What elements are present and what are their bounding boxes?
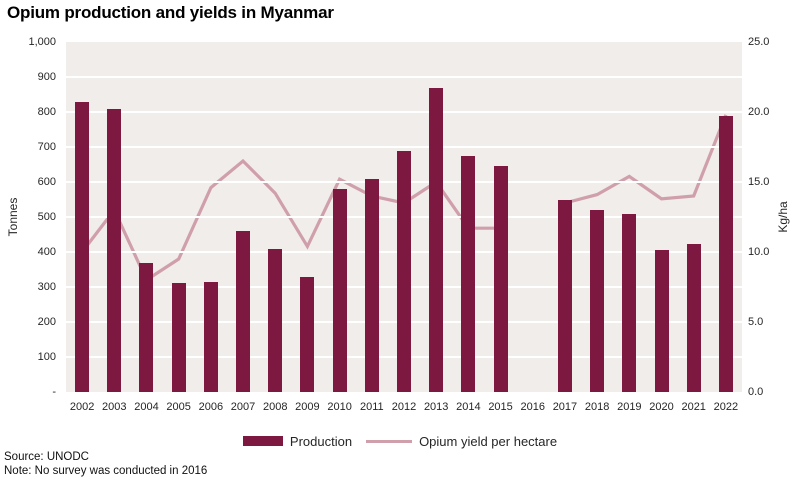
legend-production-swatch: [242, 436, 283, 446]
legend-production-label: Production: [289, 433, 353, 449]
legend-yield-label: Opium yield per hectare: [419, 433, 558, 449]
production-bar-2017: [557, 199, 572, 392]
note-text: Note: No survey was conducted in 2016: [4, 465, 208, 477]
left-tick-7: 300: [37, 281, 56, 293]
yield-line-segment-2: [564, 114, 728, 205]
left-tick-8: 200: [37, 316, 56, 328]
left-tick-4: 600: [37, 176, 56, 188]
left-tick-0: 1,000: [28, 36, 56, 48]
production-bar-2004: [139, 262, 154, 392]
legend: Production Opium yield per hectare: [0, 431, 800, 451]
x-label-2008: 2008: [262, 401, 288, 413]
right-tick-2: 15.0: [748, 176, 770, 188]
source-text: Source: UNODC: [4, 451, 89, 463]
right-tick-3: 10.0: [748, 246, 770, 258]
plot-area: [66, 42, 742, 392]
left-tick-3: 700: [37, 141, 56, 153]
production-bar-2011: [364, 178, 379, 392]
legend-yield-line-swatch: [366, 439, 413, 443]
x-label-2015: 2015: [488, 401, 513, 413]
x-label-2012: 2012: [391, 401, 417, 413]
production-bar-2022: [718, 115, 733, 392]
production-bar-2019: [622, 214, 637, 392]
production-bar-2006: [203, 281, 218, 392]
right-tick-1: 20.0: [748, 106, 770, 118]
x-label-2009: 2009: [295, 401, 320, 413]
production-bar-2002: [75, 102, 90, 392]
x-label-2006: 2006: [198, 401, 224, 413]
x-label-2022: 2022: [713, 401, 739, 413]
x-label-2011: 2011: [359, 401, 384, 413]
left-tick-6: 400: [37, 246, 56, 258]
production-bar-2009: [300, 276, 315, 392]
left-tick-2: 800: [37, 106, 56, 118]
production-bar-2007: [236, 231, 251, 392]
right-tick-4: 5.0: [748, 316, 764, 328]
legend-item-yield: Opium yield per hectare: [366, 434, 557, 449]
left-tick-5: 500: [37, 211, 56, 223]
right-tick-5: 0.0: [748, 386, 764, 398]
x-label-2005: 2005: [166, 401, 191, 413]
x-label-2007: 2007: [230, 401, 256, 413]
x-label-2017: 2017: [552, 401, 578, 413]
x-label-2014: 2014: [456, 401, 481, 413]
production-bar-2014: [461, 156, 476, 392]
production-bar-2005: [171, 282, 186, 392]
production-bar-2003: [107, 108, 122, 392]
left-tick-1: 900: [37, 71, 56, 83]
x-label-2018: 2018: [584, 401, 610, 413]
gridline-700: [66, 146, 742, 148]
production-bar-2021: [686, 243, 701, 392]
legend-item-production: Production: [242, 433, 353, 449]
production-bar-2020: [654, 250, 669, 392]
gridline-800: [66, 111, 742, 113]
chart-title: Opium production and yields in Myanmar: [7, 3, 334, 22]
production-bar-2015: [493, 165, 508, 392]
right-axis-title: Kg/ha: [776, 201, 790, 233]
left-tick-10: -: [52, 386, 56, 398]
x-label-2003: 2003: [102, 401, 127, 413]
x-label-2010: 2010: [327, 401, 352, 413]
production-bar-2012: [397, 150, 411, 392]
production-bar-2008: [268, 248, 283, 392]
gridline-900: [66, 76, 742, 78]
production-bar-2010: [332, 189, 347, 392]
production-bar-2013: [429, 87, 444, 392]
footer: Source: UNODC Note: No survey was conduc…: [4, 450, 207, 478]
x-label-2016: 2016: [520, 401, 545, 413]
right-tick-0: 25.0: [748, 36, 770, 48]
x-label-2002: 2002: [69, 401, 95, 413]
x-label-2013: 2013: [423, 401, 449, 413]
x-label-2004: 2004: [134, 401, 159, 413]
x-label-2020: 2020: [649, 401, 674, 413]
x-label-2019: 2019: [617, 401, 642, 413]
left-tick-9: 100: [37, 351, 56, 363]
x-label-2021: 2021: [681, 401, 706, 413]
production-bar-2018: [590, 210, 605, 392]
